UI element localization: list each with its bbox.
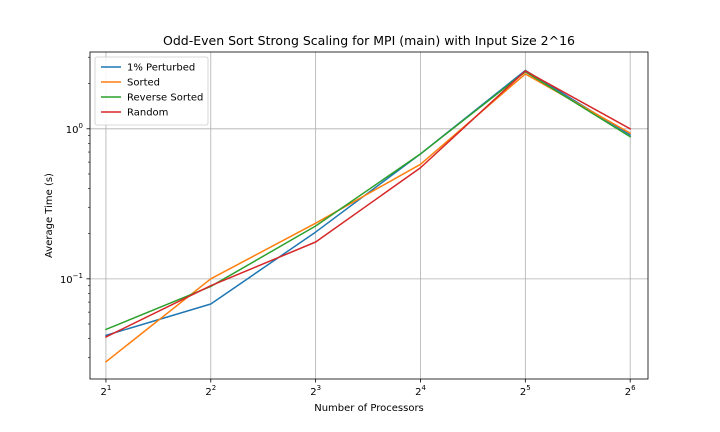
chart-title: Odd-Even Sort Strong Scaling for MPI (ma… bbox=[163, 33, 575, 48]
legend-entry: Sorted bbox=[127, 78, 160, 89]
x-tick-label: 26 bbox=[625, 384, 636, 398]
x-axis-label: Number of Processors bbox=[314, 403, 424, 414]
x-tick-label: 24 bbox=[415, 384, 426, 398]
x-tick-label: 25 bbox=[520, 384, 531, 398]
series-line bbox=[104, 70, 632, 338]
legend-entry: Random bbox=[127, 108, 168, 119]
legend: 1% Perturbed Sorted Reverse Sorted Random bbox=[94, 56, 209, 126]
y-axis-label: Average Time (s) bbox=[44, 173, 55, 258]
legend-entry: Reverse Sorted bbox=[127, 93, 203, 104]
plot-frame bbox=[89, 51, 649, 380]
x-tick-label: 23 bbox=[310, 384, 321, 398]
series-lines bbox=[104, 69, 632, 363]
x-tick-label: 21 bbox=[101, 384, 112, 398]
y-tick-label: 100 bbox=[66, 122, 83, 136]
y-tick-label: 10−1 bbox=[60, 272, 83, 286]
series-line bbox=[104, 73, 632, 363]
legend-entry: 1% Perturbed bbox=[127, 63, 195, 74]
legend-box bbox=[94, 56, 209, 126]
axis-ticks: 21 22 23 24 25 26 10−1 100 bbox=[60, 56, 636, 398]
x-tick-label: 22 bbox=[205, 384, 216, 398]
